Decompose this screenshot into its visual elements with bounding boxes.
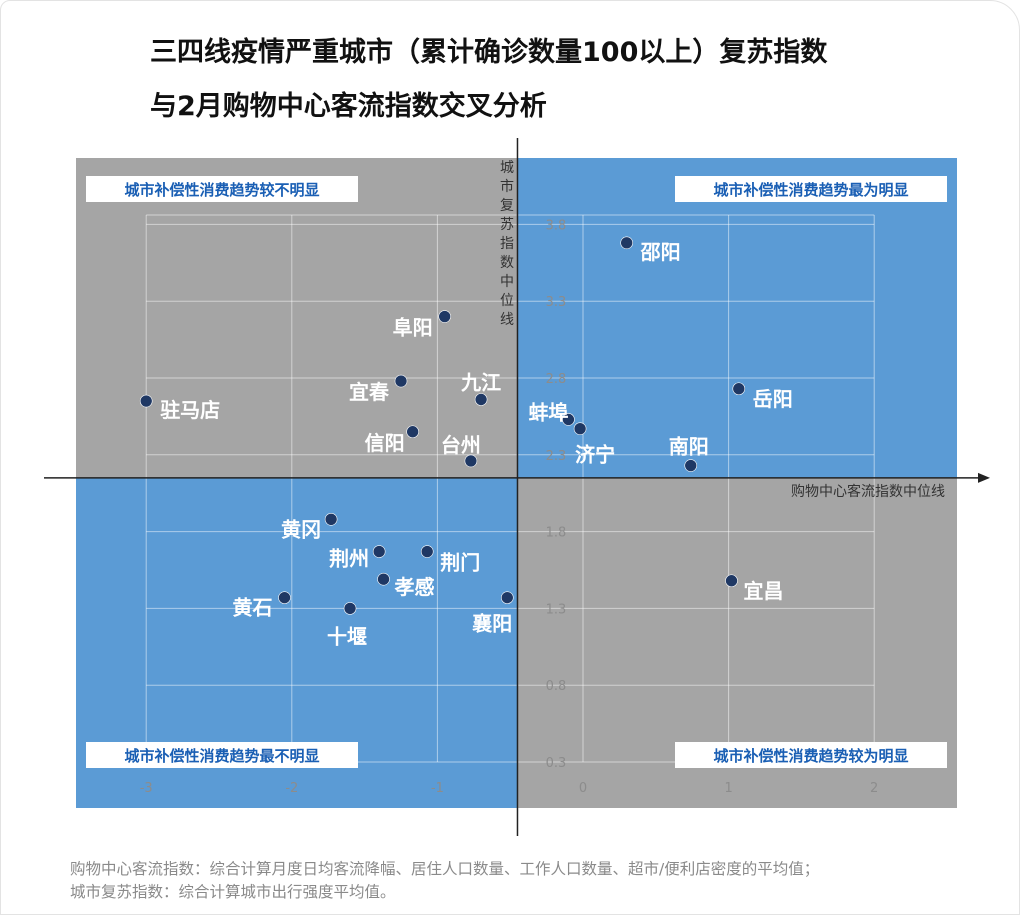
data-point-group: 台州: [441, 433, 481, 468]
svg-text:城市补偿性消费趋势较为明显: 城市补偿性消费趋势较为明显: [713, 747, 908, 765]
chart-title-line-2: 与2月购物中心客流指数交叉分析: [150, 91, 547, 122]
data-point-label: 十堰: [327, 624, 367, 648]
data-point: [420, 545, 434, 558]
data-point: [474, 393, 488, 406]
data-point: [343, 602, 357, 615]
data-point-group: 宜昌: [725, 574, 784, 603]
grid-lines: [145, 214, 875, 763]
quadrant-label-top-left: 城市补偿性消费趋势较不明显: [86, 176, 358, 202]
data-point-group: 孝感: [377, 572, 435, 599]
data-point: [139, 394, 153, 408]
data-point: [500, 591, 514, 604]
data-point-group: 九江: [460, 371, 501, 406]
x-tick-label: -1: [431, 781, 444, 796]
data-point: [324, 513, 338, 526]
data-point-group: 济宁: [573, 422, 615, 467]
data-point: [562, 413, 575, 426]
quadrant-top-left: [76, 158, 518, 478]
y-tick-label: 3.8: [546, 218, 567, 233]
footnote-traffic-index: 购物中心客流指数：综合计算月度日均客流降幅、居住人口数量、工作人口数量、超市/便…: [70, 860, 820, 878]
data-point-label: 岳阳: [753, 387, 793, 411]
y-tick-label: 2.8: [546, 372, 567, 387]
data-point: [372, 545, 386, 558]
y-tick-label: 1.8: [546, 526, 567, 541]
data-point-label: 宜昌: [744, 579, 784, 603]
data-point-group: 阜阳: [393, 310, 451, 340]
data-point: [394, 374, 408, 388]
data-point-group: 宜春: [349, 374, 408, 404]
data-point-group: 黄冈: [281, 513, 338, 541]
data-point-label: 阜阳: [393, 316, 433, 340]
data-point-label: 宜春: [349, 380, 390, 404]
data-point-group: 信阳: [365, 425, 419, 455]
y-tick-label: 0.3: [546, 756, 567, 771]
y-tick-label: 3.3: [546, 295, 567, 310]
data-point: [732, 382, 746, 396]
data-point-label: 黄冈: [281, 517, 321, 541]
y-tick-label: 0.8: [546, 679, 567, 694]
data-point-group: 十堰: [327, 602, 367, 648]
x-tick-label: 0: [579, 781, 587, 796]
data-point-label: 襄阳: [471, 612, 512, 636]
tick-labels: -3 -2 -1 0 1 2 0.3 0.8 1.3 1.8 2.3 2.8 3.3 3.8: [140, 218, 879, 796]
quadrant-label-bottom-left: 城市补偿性消费趋势最不明显: [86, 742, 358, 768]
median-axes: [44, 138, 990, 836]
data-point-label: 邵阳: [640, 240, 681, 264]
chart-title-line-1: 三四线疫情严重城市（累计确诊数量100以上）复苏指数: [150, 37, 828, 68]
data-point-label: 黄石: [233, 596, 273, 620]
data-point-group: 邵阳: [620, 236, 681, 264]
footnote-recovery-index: 城市复苏指数：综合计算城市出行强度平均值。: [70, 883, 396, 901]
data-point: [684, 459, 698, 472]
svg-text:城市补偿性消费趋势最为明显: 城市补偿性消费趋势最为明显: [713, 181, 908, 199]
quadrant-top-right: [517, 158, 957, 478]
data-point-label: 济宁: [575, 443, 615, 467]
data-point: [406, 425, 419, 439]
quadrant-backgrounds: [76, 158, 957, 808]
svg-text:城市补偿性消费趋势较不明显: 城市补偿性消费趋势较不明显: [124, 181, 319, 199]
y-axis-title: 城市复苏指数中位线: [500, 160, 514, 328]
x-tick-label: 2: [870, 781, 878, 796]
axis-titles: 购物中心客流指数中位线 城市复苏指数中位线: [500, 160, 945, 500]
data-point-group: 南阳: [669, 435, 709, 472]
data-point-label: 荆州: [329, 547, 369, 571]
data-point-label: 驻马店: [160, 398, 220, 422]
data-point: [725, 574, 738, 588]
data-point-label: 九江: [460, 371, 501, 395]
x-axis-title: 购物中心客流指数中位线: [791, 483, 945, 500]
y-tick-label: 1.3: [546, 602, 567, 617]
x-axis-arrow: [978, 472, 990, 483]
x-tick-label: 1: [724, 781, 732, 796]
data-point: [438, 310, 451, 323]
x-tick-label: -3: [140, 781, 153, 796]
data-point-label: 信阳: [365, 431, 405, 455]
y-tick-label: 2.3: [546, 449, 567, 464]
data-point-label: 荆门: [440, 551, 480, 575]
data-point-group: 蚌埠: [528, 400, 575, 426]
x-tick-label: -2: [285, 781, 298, 796]
svg-text:城市补偿性消费趋势最不明显: 城市补偿性消费趋势最不明显: [124, 747, 319, 765]
data-point-group: 襄阳: [471, 591, 514, 636]
data-point: [573, 422, 587, 435]
data-point-label: 蚌埠: [528, 400, 568, 424]
data-point-label: 台州: [441, 433, 481, 457]
data-point: [278, 591, 291, 604]
data-point: [464, 454, 478, 468]
data-point: [620, 236, 633, 250]
data-point-group: 黄石: [233, 591, 291, 620]
data-point-group: 荆门: [420, 545, 480, 575]
quadrant-label-bottom-right: 城市补偿性消费趋势较为明显: [675, 742, 947, 768]
data-point: [377, 572, 390, 586]
data-point-group: 荆州: [329, 545, 386, 571]
data-point-group: 岳阳: [732, 382, 793, 411]
data-point-label: 孝感: [394, 575, 435, 599]
data-point-label: 南阳: [669, 435, 709, 459]
data-point-group: 驻马店: [139, 394, 220, 422]
quadrant-label-top-right: 城市补偿性消费趋势最为明显: [675, 176, 947, 202]
